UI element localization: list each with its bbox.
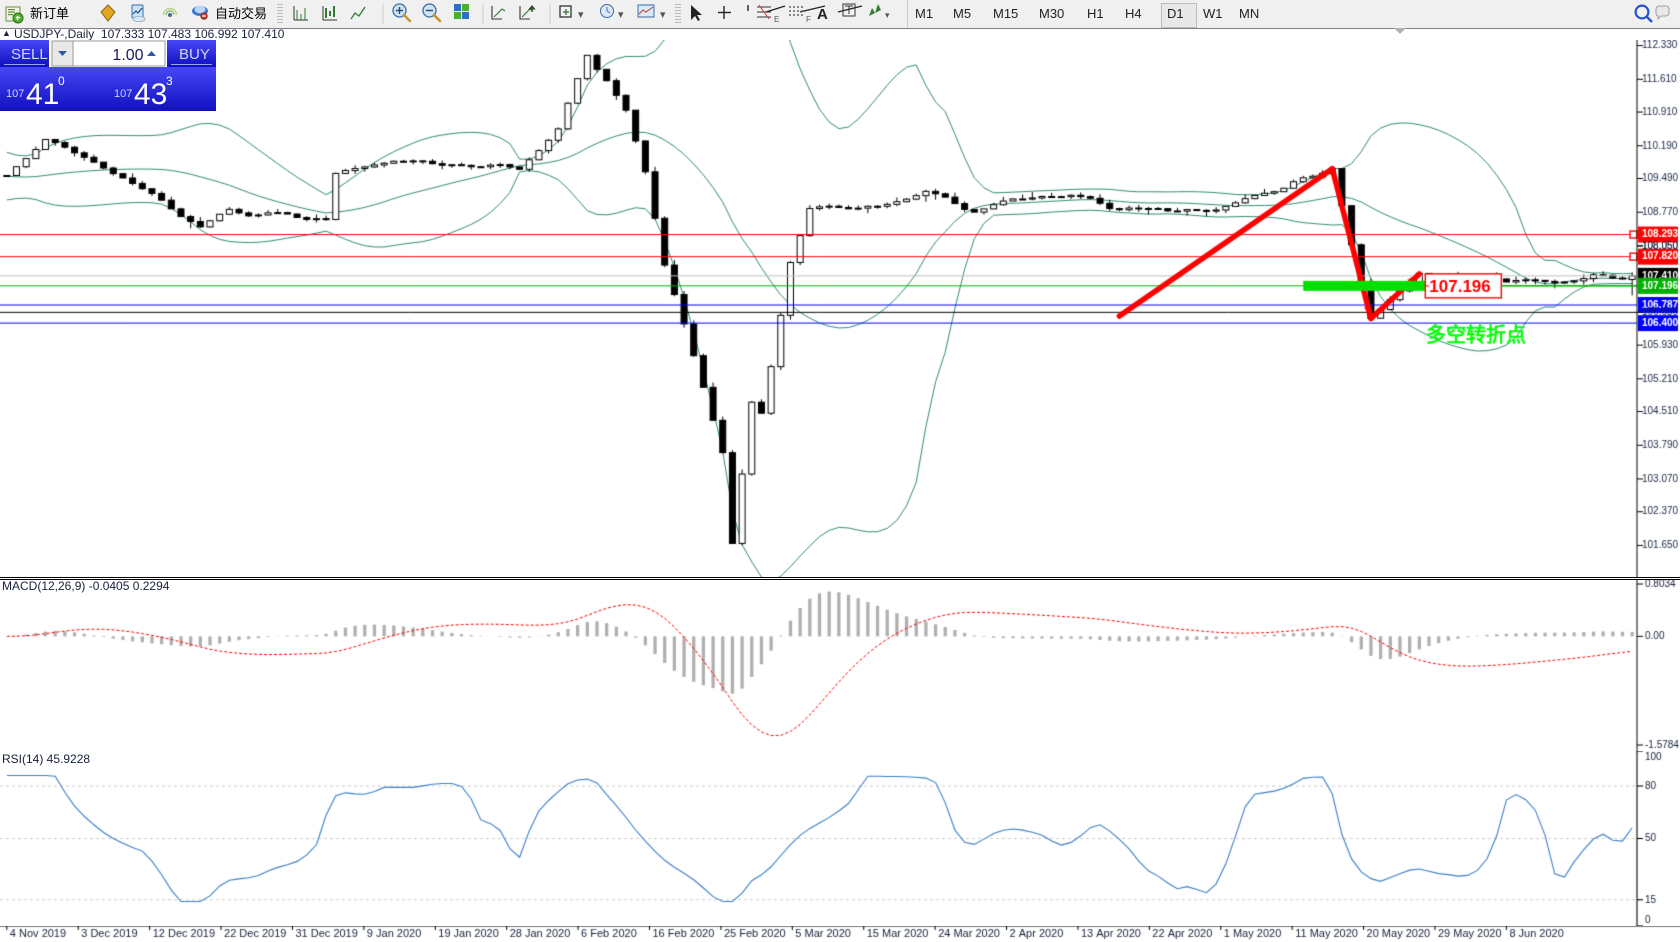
svg-text:107: 107	[6, 88, 24, 100]
svg-text:BUY: BUY	[179, 46, 210, 63]
svg-text:▾: ▾	[578, 9, 584, 21]
svg-text:▾: ▾	[618, 9, 624, 21]
svg-text:0: 0	[58, 74, 65, 88]
svg-text:E: E	[774, 15, 779, 24]
svg-text:▾: ▾	[660, 9, 666, 21]
svg-text:3: 3	[166, 74, 173, 88]
svg-text:A: A	[817, 6, 828, 23]
svg-text:▾: ▾	[885, 10, 890, 20]
svg-text:43: 43	[134, 78, 167, 111]
svg-text:1.00: 1.00	[112, 47, 143, 64]
svg-text:新订单: 新订单	[30, 6, 69, 21]
svg-text:41: 41	[26, 78, 59, 111]
svg-text:F: F	[806, 15, 811, 24]
svg-text:自动交易: 自动交易	[215, 6, 267, 21]
svg-text:107: 107	[114, 88, 132, 100]
svg-text:SELL: SELL	[11, 46, 48, 63]
